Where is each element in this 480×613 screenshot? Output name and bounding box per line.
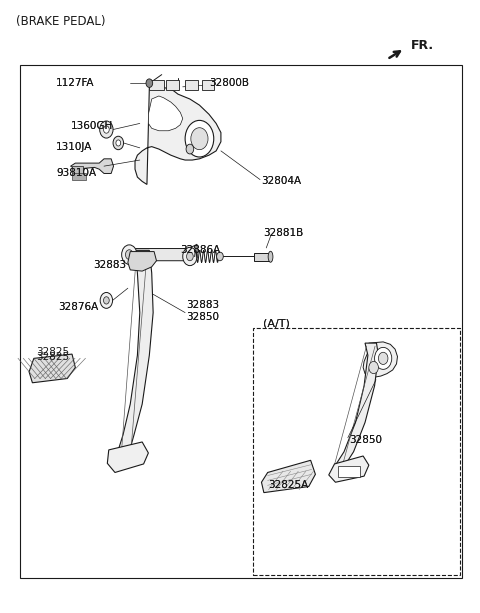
Text: 32883: 32883 <box>187 300 220 310</box>
Text: 32883: 32883 <box>187 300 220 310</box>
Polygon shape <box>128 251 156 271</box>
Polygon shape <box>332 343 378 473</box>
Text: 1127FA: 1127FA <box>56 78 95 88</box>
Polygon shape <box>114 250 153 465</box>
Text: 1360GH: 1360GH <box>71 121 113 131</box>
Polygon shape <box>108 442 148 473</box>
Text: 32850: 32850 <box>349 435 382 444</box>
Polygon shape <box>148 96 183 131</box>
Text: 32886A: 32886A <box>180 245 221 256</box>
Circle shape <box>146 79 153 88</box>
Text: 32881B: 32881B <box>263 228 303 238</box>
Text: (A/T): (A/T) <box>263 319 290 329</box>
Bar <box>202 80 214 90</box>
Circle shape <box>191 128 208 150</box>
Polygon shape <box>363 342 397 377</box>
Circle shape <box>183 247 197 265</box>
Text: 1360GH: 1360GH <box>71 121 113 131</box>
Circle shape <box>113 136 123 150</box>
Text: 32804A: 32804A <box>262 177 301 186</box>
Circle shape <box>185 120 214 157</box>
Polygon shape <box>123 244 197 261</box>
Text: 32886A: 32886A <box>180 245 221 256</box>
Text: FR.: FR. <box>411 39 434 52</box>
Bar <box>20 66 462 578</box>
Polygon shape <box>71 159 114 173</box>
Text: 32883: 32883 <box>93 260 126 270</box>
Circle shape <box>125 249 133 259</box>
Bar <box>166 80 180 90</box>
Circle shape <box>186 144 194 154</box>
Text: (A/T): (A/T) <box>263 319 290 329</box>
Circle shape <box>104 126 109 133</box>
Circle shape <box>187 252 193 261</box>
Circle shape <box>374 348 392 370</box>
Text: 32881B: 32881B <box>263 228 303 238</box>
Text: 1310JA: 1310JA <box>56 142 93 151</box>
Polygon shape <box>329 456 369 482</box>
Bar <box>72 173 86 180</box>
Text: 32825: 32825 <box>36 351 69 362</box>
Text: 93810A: 93810A <box>56 169 96 178</box>
Circle shape <box>116 140 120 146</box>
Ellipse shape <box>268 251 273 262</box>
Circle shape <box>121 245 137 264</box>
Bar <box>338 466 360 478</box>
Text: 32850: 32850 <box>349 435 382 444</box>
Circle shape <box>216 252 223 261</box>
Bar <box>72 166 83 175</box>
Polygon shape <box>29 354 75 383</box>
Text: 32825A: 32825A <box>268 480 308 490</box>
Text: 32800B: 32800B <box>209 78 249 88</box>
Circle shape <box>378 352 388 365</box>
Circle shape <box>100 121 113 138</box>
Text: 32850: 32850 <box>187 313 219 322</box>
Text: 32800B: 32800B <box>209 78 249 88</box>
Text: 32825: 32825 <box>36 346 69 357</box>
Text: 32825A: 32825A <box>268 480 308 490</box>
Polygon shape <box>262 460 315 493</box>
Text: 32876A: 32876A <box>58 302 98 311</box>
Bar <box>253 328 459 575</box>
Circle shape <box>100 292 113 308</box>
Text: 32876A: 32876A <box>58 302 98 311</box>
Circle shape <box>104 297 109 304</box>
Text: 32804A: 32804A <box>262 177 301 186</box>
Text: (BRAKE PEDAL): (BRAKE PEDAL) <box>16 15 105 28</box>
Circle shape <box>369 362 378 374</box>
Text: 1127FA: 1127FA <box>56 78 95 88</box>
Text: 93810A: 93810A <box>56 169 96 178</box>
Bar <box>185 80 199 90</box>
Bar <box>254 253 271 261</box>
Text: 32850: 32850 <box>187 313 219 322</box>
Bar <box>149 80 164 90</box>
Text: 1310JA: 1310JA <box>56 142 93 151</box>
Polygon shape <box>135 87 221 185</box>
Text: 32883: 32883 <box>93 260 126 270</box>
